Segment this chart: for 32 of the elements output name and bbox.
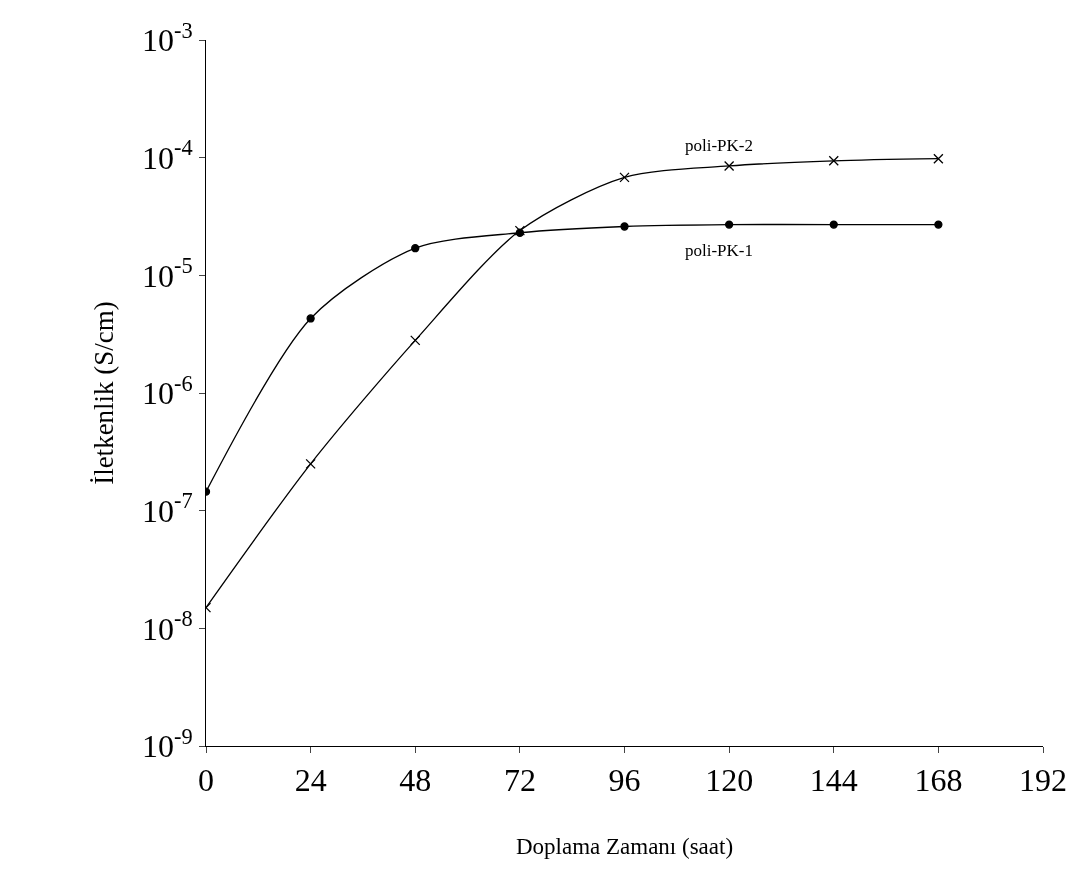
y-tick-label: 10$^{-8}$ xyxy=(141,606,193,647)
x-tick-label: 120 xyxy=(705,762,754,799)
x-axis-title: Doplama Zamanı (saat) xyxy=(515,834,734,859)
point xyxy=(724,220,734,229)
x-tick-label: 48 xyxy=(399,762,432,799)
point xyxy=(828,155,839,166)
point xyxy=(723,160,735,172)
point xyxy=(934,220,943,229)
point xyxy=(411,244,420,253)
x-tick-label: 96 xyxy=(608,762,641,799)
series-label: poli-PK-1 xyxy=(685,241,753,260)
x-tick-label: 24 xyxy=(294,762,327,799)
x-tick-label: 192 xyxy=(1019,762,1067,799)
point xyxy=(933,153,944,164)
y-tick-label: 10$^{-4}$ xyxy=(141,135,193,176)
x-tick-label: 72 xyxy=(503,762,536,799)
point xyxy=(306,314,315,323)
x-tick-label: 0 xyxy=(198,762,214,799)
y-axis-title: İletkenlik (S/cm) xyxy=(88,301,119,485)
y-tick-label: 10$^{-6}$ xyxy=(141,370,193,412)
y-tick-label: 10$^{-3}$ xyxy=(141,17,193,59)
y-tick-label: 10$^{-9}$ xyxy=(141,723,193,765)
point xyxy=(620,222,629,231)
series-label: poli-PK-2 xyxy=(685,136,753,155)
point xyxy=(410,335,421,346)
y-tick-label: 10$^{-7}$ xyxy=(141,488,193,529)
y-tick-label: 10$^{-5}$ xyxy=(141,253,193,294)
x-tick-label: 168 xyxy=(914,762,963,799)
point xyxy=(305,458,316,469)
x-tick-label: 144 xyxy=(809,762,858,799)
point xyxy=(829,220,838,229)
point xyxy=(619,172,630,183)
